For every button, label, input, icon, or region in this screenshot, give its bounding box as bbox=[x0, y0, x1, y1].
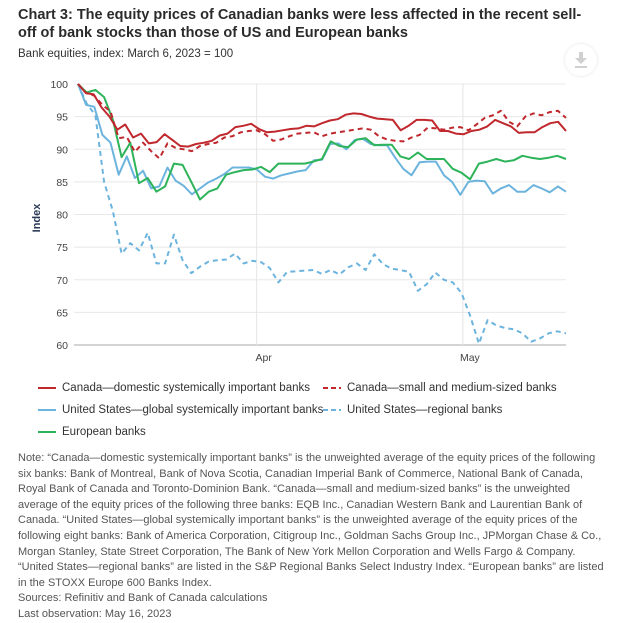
legend-swatch bbox=[38, 431, 56, 433]
series-line-canada-small-and-medium-sized-banks bbox=[77, 83, 567, 160]
y-axis-ticks: 60 65 70 75 80 85 90 95 100 bbox=[50, 79, 68, 352]
legend-label: United States—global systemically import… bbox=[62, 404, 324, 416]
chart-notes: Note: “Canada—domestic systemically impo… bbox=[18, 451, 610, 623]
x-tick-label: May bbox=[460, 352, 481, 364]
y-tick-label: 65 bbox=[56, 307, 68, 319]
note-text: Note: “Canada—domestic systemically impo… bbox=[18, 452, 604, 589]
y-tick-label: 90 bbox=[56, 144, 68, 156]
y-tick-label: 75 bbox=[56, 242, 68, 254]
chart-subtitle: Bank equities, index: March 6, 2023 = 10… bbox=[18, 48, 234, 60]
legend-item-us-regional: United States—regional banks bbox=[323, 404, 502, 416]
y-tick-label: 80 bbox=[56, 210, 68, 222]
series-line-canada-domestic-systemically-important-banks bbox=[77, 83, 567, 148]
y-axis-label: Index bbox=[31, 203, 43, 233]
download-button[interactable] bbox=[565, 44, 597, 76]
legend-swatch bbox=[323, 409, 341, 411]
x-tick-label: Apr bbox=[256, 352, 273, 364]
legend-item-european: European banks bbox=[38, 426, 146, 438]
series-line-european-banks bbox=[77, 83, 567, 201]
y-tick-label: 95 bbox=[56, 112, 68, 124]
series-lines bbox=[77, 83, 567, 345]
y-tick-label: 85 bbox=[56, 177, 68, 189]
x-axis-ticks: Apr May bbox=[256, 352, 481, 364]
legend-item-canada-dsib: Canada—domestic systemically important b… bbox=[38, 382, 310, 394]
legend-label: European banks bbox=[62, 426, 146, 438]
y-tick-label: 70 bbox=[56, 275, 68, 287]
y-tick-label: 100 bbox=[50, 79, 68, 91]
y-tick-label: 60 bbox=[56, 340, 68, 352]
legend-swatch bbox=[323, 387, 341, 389]
series-line-united-states-global-systemically-important-banks bbox=[77, 83, 567, 196]
legend-label: Canada—small and medium-sized banks bbox=[347, 382, 557, 394]
last-observation-text: Last observation: May 16, 2023 bbox=[18, 607, 172, 620]
legend-item-us-gsib: United States—global systemically import… bbox=[38, 404, 323, 416]
legend-label: United States—regional banks bbox=[347, 404, 503, 416]
legend-item-canada-small-medium: Canada—small and medium-sized banks bbox=[323, 382, 557, 394]
legend-swatch bbox=[38, 409, 56, 411]
line-chart: 60 65 70 75 80 85 90 95 100 Apr May Index bbox=[31, 79, 567, 364]
legend-swatch bbox=[38, 387, 56, 389]
legend-label: Canada—domestic systemically important b… bbox=[62, 382, 310, 394]
chart-title: Chart 3: The equity prices of Canadian b… bbox=[18, 7, 582, 41]
download-icon bbox=[575, 52, 587, 68]
sources-text: Sources: Refinitiv and Bank of Canada ca… bbox=[18, 592, 268, 605]
series-line-united-states-regional-banks bbox=[77, 83, 567, 345]
